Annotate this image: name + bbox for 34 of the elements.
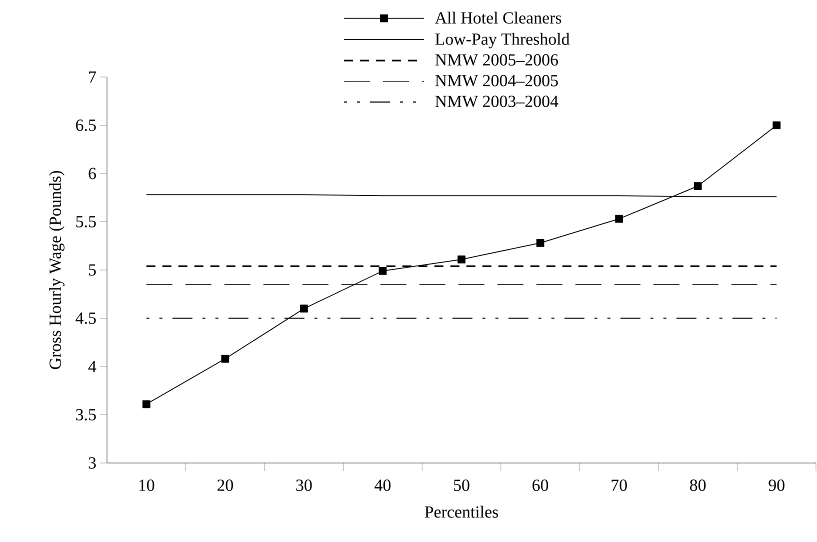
x-tick-label: 50 — [454, 480, 470, 491]
legend-label: All Hotel Cleaners — [434, 12, 562, 24]
y-tick-label: 6.5 — [76, 120, 96, 131]
legend-label: NMW 2003–2004 — [435, 96, 558, 108]
x-tick-label: 10 — [139, 480, 154, 491]
y-axis-title: Gross Hourly Wage (Pounds) — [49, 171, 64, 370]
point — [142, 400, 150, 408]
y-tick-label: 7 — [89, 71, 96, 83]
x-tick-label: 70 — [612, 480, 627, 491]
legend-label: NMW 2005–2006 — [435, 54, 558, 66]
point — [300, 304, 308, 313]
point — [221, 354, 230, 363]
x-tick-label: 80 — [690, 480, 706, 491]
point — [378, 267, 387, 275]
y-tick-label: 3.5 — [76, 409, 96, 420]
y-tick-label: 4 — [88, 360, 96, 372]
point — [694, 182, 702, 190]
x-tick-label: 60 — [532, 480, 548, 491]
point — [772, 121, 781, 130]
y-tick-label: 5.5 — [76, 216, 96, 228]
legend-label: Low-Pay Threshold — [435, 32, 570, 48]
x-tick-label: 40 — [374, 480, 391, 491]
y-tick-label: 5 — [88, 264, 96, 276]
point — [615, 214, 623, 223]
point — [458, 255, 466, 264]
legend-label: NMW 2004–2005 — [435, 74, 558, 86]
x-tick-label: 30 — [296, 480, 312, 491]
y-tick-label: 4.5 — [76, 312, 96, 324]
point — [536, 239, 544, 247]
y-tick-label: 6 — [88, 168, 96, 180]
x-axis-title: Percentiles — [424, 506, 498, 518]
x-tick-label: 20 — [217, 480, 233, 491]
y-tick-label: 3 — [88, 457, 96, 469]
x-tick-label: 90 — [768, 480, 784, 491]
